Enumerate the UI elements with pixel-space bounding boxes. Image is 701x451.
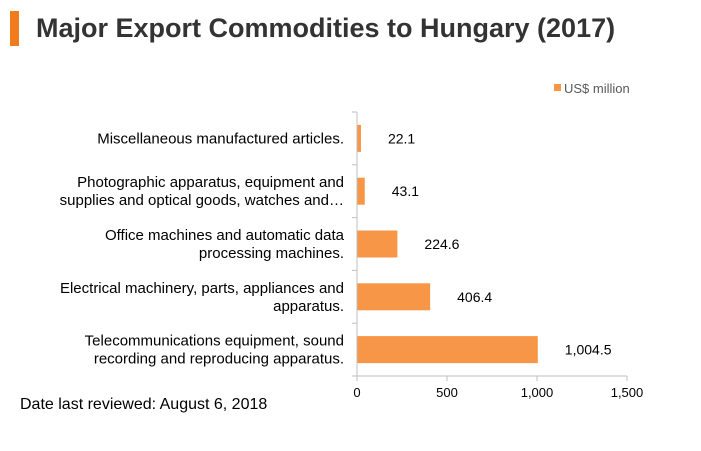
- bar: [357, 336, 538, 364]
- data-label: 22.1: [388, 130, 415, 146]
- bar: [357, 177, 365, 205]
- category-label: processing machines.: [199, 245, 344, 262]
- x-tick-label: 1,500: [611, 385, 644, 400]
- x-tick-label: 500: [436, 385, 458, 400]
- bar: [357, 230, 398, 258]
- category-label: Miscellaneous manufactured articles.: [97, 130, 344, 147]
- category-label: Telecommunications equipment, sound: [85, 333, 344, 350]
- x-tick-label: 0: [353, 385, 360, 400]
- category-label: recording and reproducing apparatus.: [94, 351, 344, 368]
- data-label: 43.1: [392, 183, 419, 199]
- legend-swatch: [554, 84, 561, 91]
- x-tick-label: 1,000: [521, 385, 554, 400]
- category-label: Office machines and automatic data: [105, 227, 345, 244]
- legend-label: US$ million: [564, 81, 630, 96]
- bar: [357, 283, 431, 311]
- category-label: supplies and optical goods, watches and…: [60, 192, 344, 209]
- date-last-reviewed: Date last reviewed: August 6, 2018: [20, 396, 268, 413]
- title-accent-bar: [10, 11, 19, 46]
- data-label: 224.6: [424, 236, 459, 252]
- category-label: Electrical machinery, parts, appliances …: [60, 280, 344, 297]
- data-label: 406.4: [457, 289, 492, 305]
- data-label: 1,004.5: [565, 342, 612, 358]
- category-label: Photographic apparatus, equipment and: [77, 174, 344, 191]
- bar: [357, 124, 361, 152]
- category-label: apparatus.: [273, 298, 344, 315]
- page-title: Major Export Commodities to Hungary (201…: [36, 13, 616, 43]
